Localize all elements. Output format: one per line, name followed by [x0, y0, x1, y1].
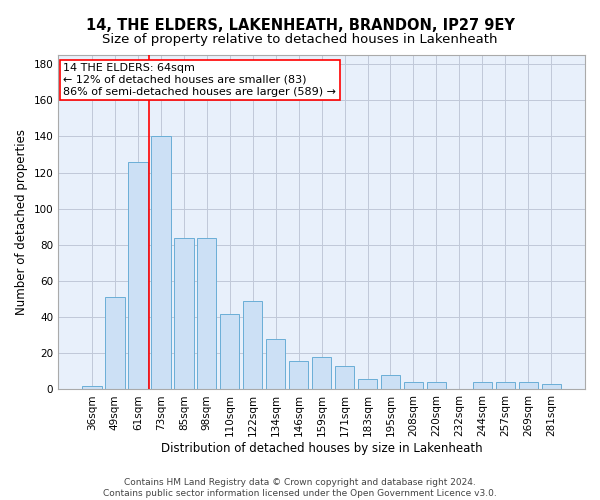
Text: Size of property relative to detached houses in Lakenheath: Size of property relative to detached ho… [102, 32, 498, 46]
Bar [128, 162, 148, 390]
Bar [381, 375, 400, 390]
Bar [243, 301, 262, 390]
X-axis label: Distribution of detached houses by size in Lakenheath: Distribution of detached houses by size … [161, 442, 482, 455]
Bar [427, 382, 446, 390]
Text: Contains HM Land Registry data © Crown copyright and database right 2024.
Contai: Contains HM Land Registry data © Crown c… [103, 478, 497, 498]
Bar [358, 378, 377, 390]
Bar [312, 357, 331, 390]
Bar [105, 298, 125, 390]
Bar [518, 382, 538, 390]
Bar [151, 136, 170, 390]
Bar [542, 384, 561, 390]
Y-axis label: Number of detached properties: Number of detached properties [15, 129, 28, 315]
Bar [82, 386, 101, 390]
Bar [174, 238, 194, 390]
Bar [404, 382, 423, 390]
Bar [335, 366, 355, 390]
Bar [496, 382, 515, 390]
Bar [289, 360, 308, 390]
Text: 14 THE ELDERS: 64sqm
← 12% of detached houses are smaller (83)
86% of semi-detac: 14 THE ELDERS: 64sqm ← 12% of detached h… [64, 64, 337, 96]
Bar [197, 238, 217, 390]
Bar [266, 339, 286, 390]
Bar [220, 314, 239, 390]
Text: 14, THE ELDERS, LAKENHEATH, BRANDON, IP27 9EY: 14, THE ELDERS, LAKENHEATH, BRANDON, IP2… [86, 18, 514, 32]
Bar [473, 382, 492, 390]
